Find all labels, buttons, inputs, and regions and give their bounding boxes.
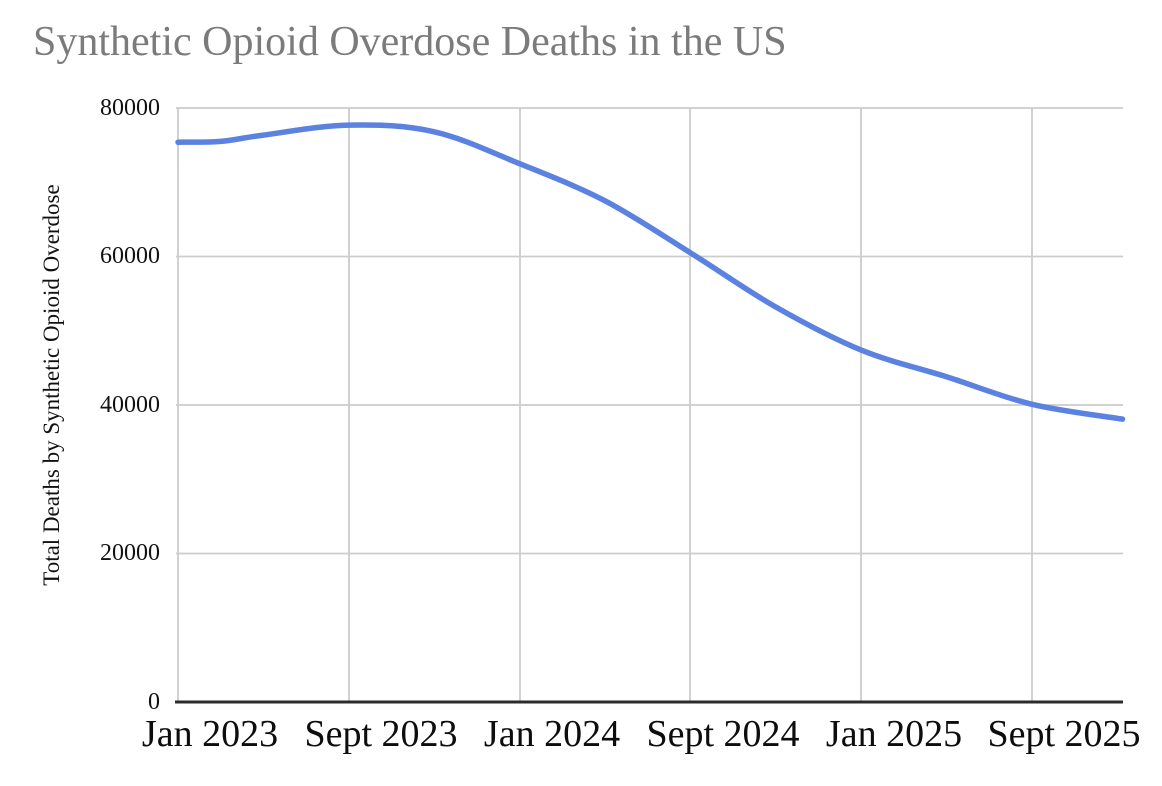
x-tick-label-jan-2024: Jan 2024 bbox=[483, 713, 621, 755]
x-tick-label-sept-2025: Sept 2025 bbox=[987, 713, 1141, 755]
y-tick-label-40000: 40000 bbox=[100, 392, 160, 418]
x-tick-label-jan-2025: Jan 2025 bbox=[825, 713, 963, 755]
chart-title: Synthetic Opioid Overdose Deaths in the … bbox=[33, 19, 787, 65]
horizontal-gridlines bbox=[176, 107, 1123, 555]
data-line bbox=[175, 122, 1126, 422]
y-tick-label-0: 0 bbox=[148, 689, 160, 715]
y-tick-label-20000: 20000 bbox=[100, 540, 160, 566]
y-tick-label-80000: 80000 bbox=[100, 95, 160, 121]
y-tick-label-60000: 60000 bbox=[100, 243, 160, 269]
x-tick-label-sept-2023: Sept 2023 bbox=[304, 713, 458, 755]
x-tick-label-sept-2024: Sept 2024 bbox=[646, 713, 800, 755]
x-tick-label-jan-2023: Jan 2023 bbox=[141, 713, 279, 755]
